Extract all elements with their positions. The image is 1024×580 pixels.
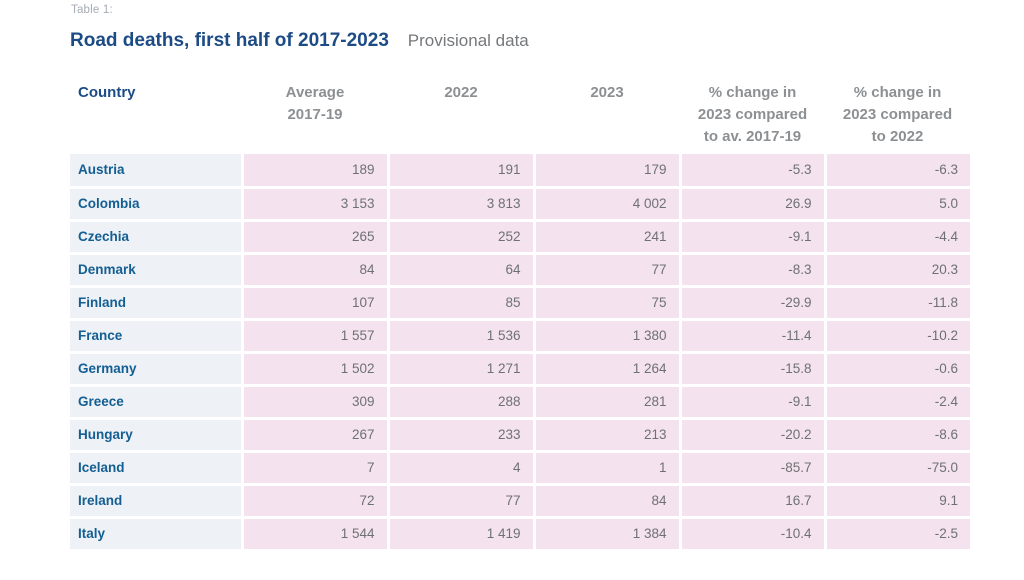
value-cell-avg-2017-19: 107 [242,286,390,321]
value-cell-2022: 64 [388,253,536,288]
col-header-country: Country [78,84,136,101]
value-cell-pct-change-vs-avg-2017-19: 26.9 [680,187,827,222]
value-cell-2022: 252 [388,220,536,255]
value-cell-avg-2017-19: 1 557 [242,319,390,354]
value-cell-2022: 1 536 [388,319,536,354]
col-header-2023: 2023 [590,84,624,101]
col-header-2022: 2022 [444,84,478,101]
value-cell-2022: 191 [388,154,536,189]
value-cell-pct-change-vs-avg-2017-19: -8.3 [680,253,827,288]
value-cell-avg-2017-19: 1 502 [242,352,390,387]
value-cell-pct-change-vs-avg-2017-19: 16.7 [680,484,827,519]
value-cell-2023: 179 [534,154,682,189]
value-cell-pct-change-vs-2022: -6.3 [825,154,970,189]
title-line: Road deaths, first half of 2017-2023 Pro… [70,23,1010,53]
value-cell-pct-change-vs-avg-2017-19: -11.4 [680,319,827,354]
col-header-pct-change-vs-avg-2017-19: % change in 2023 compared to av. 2017-19 [697,84,808,145]
country-cell: France [70,319,244,354]
table-header-row: Country Average 2017-19 2022 2023 % change i… [70,82,970,154]
value-cell-2022: 77 [388,484,536,519]
country-cell: Iceland [70,451,244,486]
country-cell: Austria [70,154,244,189]
country-cell: Czechia [70,220,244,255]
country-cell: Ireland [70,484,244,519]
value-cell-2022: 1 419 [388,517,536,552]
value-cell-2023: 4 002 [534,187,682,222]
value-cell-avg-2017-19: 265 [242,220,390,255]
table-row: Ireland 72 77 84 16.7 9.1 [70,484,970,519]
value-cell-avg-2017-19: 309 [242,385,390,420]
value-cell-pct-change-vs-avg-2017-19: -29.9 [680,286,827,321]
value-cell-pct-change-vs-2022: -4.4 [825,220,970,255]
value-cell-2023: 213 [534,418,682,453]
table-row: France 1 557 1 536 1 380 -11.4 -10.2 [70,319,970,354]
value-cell-2023: 1 [534,451,682,486]
value-cell-pct-change-vs-avg-2017-19: -5.3 [680,154,827,189]
value-cell-2022: 4 [388,451,536,486]
page-title: Road deaths, first half of 2017-2023 [70,30,389,51]
col-header-pct-change-vs-2022: % change in 2023 compared to 2022 [842,84,953,145]
country-cell: Denmark [70,253,244,288]
value-cell-2022: 1 271 [388,352,536,387]
value-cell-avg-2017-19: 84 [242,253,390,288]
value-cell-avg-2017-19: 3 153 [242,187,390,222]
value-cell-pct-change-vs-2022: 20.3 [825,253,970,288]
value-cell-pct-change-vs-2022: -11.8 [825,286,970,321]
value-cell-pct-change-vs-2022: -0.6 [825,352,970,387]
value-cell-pct-change-vs-avg-2017-19: -15.8 [680,352,827,387]
table-label: Table 1: [71,4,113,16]
country-cell: Italy [70,517,244,552]
table-row: Iceland 7 4 1 -85.7 -75.0 [70,451,970,486]
road-deaths-table: Country Average 2017-19 2022 2023 % change i… [70,82,970,552]
value-cell-pct-change-vs-avg-2017-19: -10.4 [680,517,827,552]
value-cell-2023: 75 [534,286,682,321]
value-cell-2023: 281 [534,385,682,420]
value-cell-pct-change-vs-avg-2017-19: -20.2 [680,418,827,453]
value-cell-pct-change-vs-avg-2017-19: -85.7 [680,451,827,486]
country-cell: Greece [70,385,244,420]
value-cell-pct-change-vs-2022: 5.0 [825,187,970,222]
country-cell: Finland [70,286,244,321]
country-cell: Hungary [70,418,244,453]
value-cell-pct-change-vs-2022: -2.4 [825,385,970,420]
country-cell: Germany [70,352,244,387]
value-cell-avg-2017-19: 72 [242,484,390,519]
value-cell-pct-change-vs-2022: -2.5 [825,517,970,552]
value-cell-2023: 1 380 [534,319,682,354]
value-cell-2023: 1 384 [534,517,682,552]
table-row: Greece 309 288 281 -9.1 -2.4 [70,385,970,420]
value-cell-2022: 288 [388,385,536,420]
country-cell: Colombia [70,187,244,222]
table-row: Colombia 3 153 3 813 4 002 26.9 5.0 [70,187,970,222]
value-cell-avg-2017-19: 189 [242,154,390,189]
value-cell-pct-change-vs-2022: -75.0 [825,451,970,486]
value-cell-2023: 84 [534,484,682,519]
value-cell-pct-change-vs-2022: -8.6 [825,418,970,453]
value-cell-avg-2017-19: 1 544 [242,517,390,552]
value-cell-2022: 85 [388,286,536,321]
value-cell-2023: 77 [534,253,682,288]
col-header-avg-2017-19: Average 2017-19 [285,84,345,123]
page-subtitle: Provisional data [407,31,529,50]
value-cell-2022: 3 813 [388,187,536,222]
table-row: Hungary 267 233 213 -20.2 -8.6 [70,418,970,453]
value-cell-2023: 1 264 [534,352,682,387]
table-row: Denmark 84 64 77 -8.3 20.3 [70,253,970,288]
value-cell-pct-change-vs-avg-2017-19: -9.1 [680,220,827,255]
value-cell-2023: 241 [534,220,682,255]
table-row: Italy 1 544 1 419 1 384 -10.4 -2.5 [70,517,970,552]
table-row: Germany 1 502 1 271 1 264 -15.8 -0.6 [70,352,970,387]
table-row: Finland 107 85 75 -29.9 -11.8 [70,286,970,321]
table-row: Czechia 265 252 241 -9.1 -4.4 [70,220,970,255]
table-row: Austria 189 191 179 -5.3 -6.3 [70,154,970,189]
value-cell-pct-change-vs-2022: 9.1 [825,484,970,519]
value-cell-avg-2017-19: 7 [242,451,390,486]
page: Table 1: Road deaths, first half of 2017… [70,4,1010,552]
value-cell-2022: 233 [388,418,536,453]
value-cell-pct-change-vs-avg-2017-19: -9.1 [680,385,827,420]
value-cell-avg-2017-19: 267 [242,418,390,453]
value-cell-pct-change-vs-2022: -10.2 [825,319,970,354]
